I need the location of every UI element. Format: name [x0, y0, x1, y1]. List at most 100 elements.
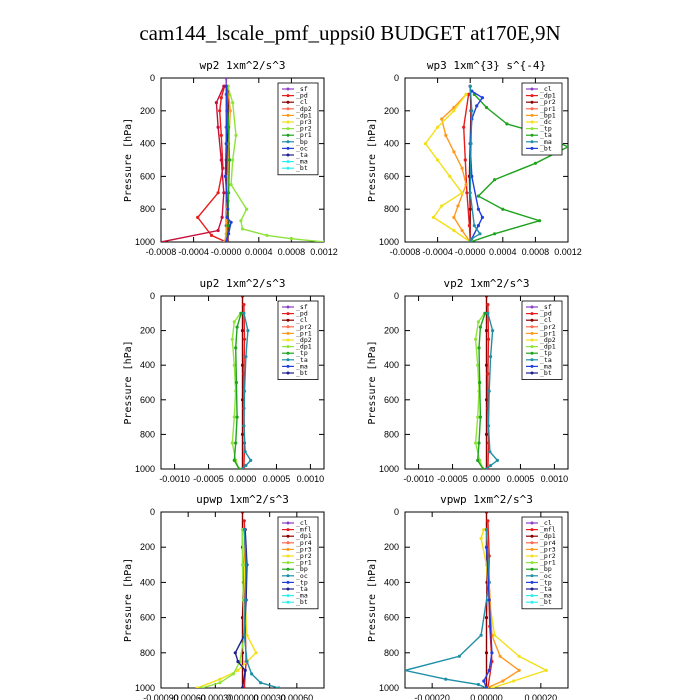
x-tick-label: -0.0005	[193, 474, 224, 484]
x-tick-label: 0.0010	[541, 474, 569, 484]
y-tick-label: 600	[140, 613, 155, 623]
data-point	[452, 150, 456, 154]
data-point	[490, 686, 494, 688]
y-tick-label: 0	[150, 291, 155, 301]
legend-marker	[286, 600, 290, 604]
data-point	[219, 133, 223, 137]
data-point	[231, 158, 235, 162]
series-line-bp	[226, 94, 231, 242]
legend-label: _pr2	[540, 323, 556, 331]
series-line-dp2	[476, 313, 486, 469]
legend-marker	[530, 312, 534, 316]
x-tick-label: -0.0010	[403, 474, 434, 484]
legend-label: _bt	[540, 144, 552, 152]
legend-marker	[530, 113, 534, 117]
data-point	[464, 183, 468, 187]
panel-6: vpwp 1xm^2/s^3 Pressure [hPa] 0 200 400 600 80…	[367, 493, 569, 700]
data-point	[472, 224, 476, 228]
x-tick-label: 0.0000	[473, 474, 501, 484]
y-axis-label: Pressure [hPa]	[367, 558, 378, 642]
data-point	[487, 668, 491, 673]
x-tick-label: -0.0008	[390, 247, 421, 257]
data-point	[242, 311, 246, 315]
data-point	[452, 109, 456, 113]
data-point	[489, 355, 493, 359]
legend-marker	[530, 574, 534, 578]
legend-marker	[530, 133, 534, 137]
legend-label: _ta	[540, 356, 552, 364]
data-point	[232, 458, 236, 462]
y-tick-label: 1000	[135, 683, 155, 693]
legend-label: _ta	[540, 585, 552, 593]
data-point	[537, 219, 542, 223]
legend: _cl_mfl_dp1_pr4_pr3_pr2_pr1_bp_oc_tp_ta_…	[521, 516, 563, 610]
data-point	[242, 337, 247, 341]
data-point	[405, 668, 407, 672]
data-point	[218, 109, 222, 113]
legend-label: _pd	[540, 310, 552, 318]
data-point	[245, 207, 249, 211]
data-point	[240, 563, 245, 567]
legend-label: _dp2	[296, 336, 312, 344]
x-tick-label: -0.0004	[422, 247, 453, 257]
legend-marker	[286, 338, 290, 342]
data-point	[484, 329, 489, 333]
legend: _cl_mfl_dp1_pr4_pr3_pr2_pr1_bp_oc_tp_ta_…	[277, 516, 319, 610]
legend-marker	[530, 580, 534, 584]
y-tick-label: 600	[384, 395, 399, 405]
data-point	[214, 101, 218, 105]
legend-label: _bt	[540, 598, 552, 606]
data-point	[476, 207, 480, 211]
x-tick-label: 0.00020	[525, 693, 558, 700]
data-point	[493, 633, 497, 637]
data-point	[476, 320, 480, 324]
panel-3: up2 1xm^2/s^3 Pressure [hPa] 0 200 400 600 800…	[123, 277, 325, 484]
legend-marker	[286, 567, 290, 571]
legend-marker	[530, 331, 534, 335]
legend-marker	[530, 371, 534, 375]
panel-title: upwp 1xm^2/s^3	[196, 493, 289, 506]
x-tick-label: 0.0008	[522, 247, 550, 257]
legend-label: _cl	[540, 519, 552, 527]
legend-label: _ta	[296, 585, 308, 593]
data-point	[468, 84, 472, 88]
data-point	[225, 109, 229, 113]
y-axis-label: Pressure [hPa]	[367, 340, 378, 424]
legend-marker	[530, 127, 534, 131]
series-line-dp2	[233, 313, 242, 469]
legend-marker	[286, 107, 290, 111]
data-point	[239, 311, 243, 315]
legend-label: _tp	[296, 349, 308, 357]
y-tick-label: 200	[384, 106, 399, 116]
data-point	[460, 228, 464, 233]
legend-marker	[286, 528, 290, 532]
legend-label: _dp1	[540, 343, 556, 351]
y-tick-label: 200	[140, 326, 155, 336]
legend-label: _ta	[296, 151, 308, 159]
data-point	[244, 463, 248, 468]
legend-marker	[286, 331, 290, 335]
data-point	[225, 215, 229, 219]
x-tick-label: 0.00060	[281, 693, 314, 700]
legend: _cl_dp1_pr2_pr1_bp1_dc_tp_ta_ma_bt	[521, 82, 563, 156]
data-point	[452, 228, 456, 233]
legend-label: _ma	[540, 362, 552, 370]
x-tick-label: -0.0004	[178, 247, 209, 257]
data-point	[216, 228, 220, 233]
data-point	[517, 668, 521, 673]
panel-title: vpwp 1xm^2/s^3	[440, 493, 533, 506]
x-tick-label: -0.00020	[414, 693, 450, 700]
y-tick-label: 200	[140, 106, 155, 116]
data-point	[452, 215, 456, 219]
data-point	[220, 215, 224, 219]
data-point	[229, 183, 233, 187]
data-point	[277, 686, 281, 688]
data-point	[436, 158, 440, 162]
legend-label: _pr2	[296, 552, 312, 560]
data-point	[467, 92, 471, 96]
data-point	[219, 96, 223, 100]
data-point	[239, 219, 243, 223]
legend-label: _ta	[296, 356, 308, 364]
legend-marker	[286, 541, 290, 545]
data-point	[460, 191, 464, 195]
